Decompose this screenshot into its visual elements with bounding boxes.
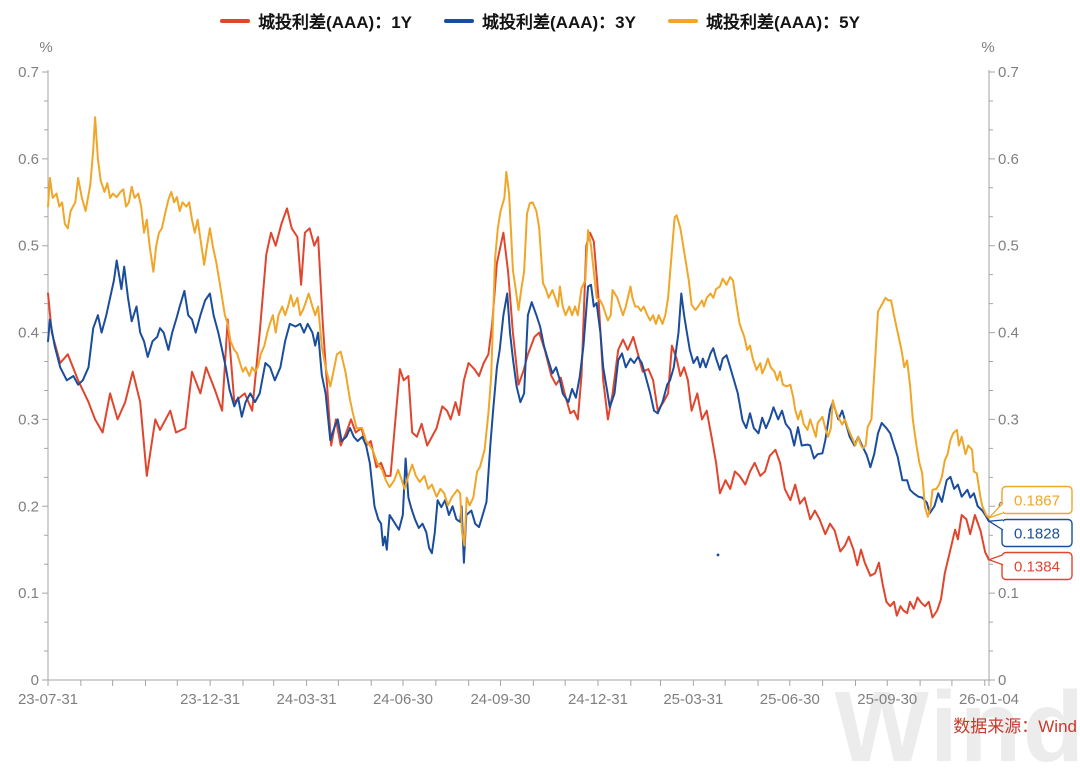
legend-dash-icon xyxy=(220,18,251,23)
legend-dash-icon xyxy=(667,18,698,23)
line-chart-canvas: 000.10.10.20.20.30.30.40.40.50.50.60.60.… xyxy=(18,39,1073,708)
end-value-text: 0.1828 xyxy=(1014,526,1060,543)
y-axis-label-left: 0.1 xyxy=(18,585,39,602)
y-axis-label-left: 0.5 xyxy=(18,238,39,255)
end-value-box-3y xyxy=(1001,518,1073,548)
data-source-note: 数据来源：Wind xyxy=(953,717,1077,736)
y-axis-label-right: 0 xyxy=(998,672,1006,689)
end-value-box-1y xyxy=(1001,551,1073,581)
axis-frame xyxy=(47,70,990,681)
y-axis-label-right: 0.6 xyxy=(998,151,1019,168)
y-axis-label-left: 0 xyxy=(31,672,39,689)
series-line-1y xyxy=(47,207,990,619)
y-axis-label-left: 0.3 xyxy=(18,411,39,428)
x-axis-label: 24-06-30 xyxy=(373,691,433,708)
y-axis-label-right: 0.4 xyxy=(998,325,1019,342)
x-axis-label: 23-07-31 xyxy=(18,691,78,708)
y-axis-label-right: 0.7 xyxy=(998,64,1019,81)
x-axis-label: 23-12-31 xyxy=(180,691,240,708)
x-axis-label: 24-03-31 xyxy=(277,691,337,708)
y-axis-label-left: 0.7 xyxy=(18,64,39,81)
legend: 城投利差(AAA)：1Y 城投利差(AAA)：3Y 城投利差(AAA)：5Y xyxy=(0,8,1080,33)
end-value-box-5y xyxy=(1001,485,1073,515)
y-unit-right: % xyxy=(981,39,994,56)
end-value-pointer xyxy=(988,502,1004,519)
y-axis-label-right: 0.1 xyxy=(998,585,1019,602)
y-axis-label-left: 0.2 xyxy=(18,498,39,515)
x-axis-label: 26-01-04 xyxy=(959,691,1019,708)
end-value-text: 0.1867 xyxy=(1014,493,1060,510)
y-axis-label-right: 0.5 xyxy=(998,238,1019,255)
legend-label: 城投利差(AAA)：1Y xyxy=(258,13,413,32)
y-axis-label-right: 0.3 xyxy=(998,411,1019,428)
x-axis-label: 25-03-31 xyxy=(663,691,723,708)
x-axis-label: 24-09-30 xyxy=(470,691,530,708)
legend-label: 城投利差(AAA)：3Y xyxy=(482,13,636,32)
legend-item-5y[interactable]: 城投利差(AAA)：5Y xyxy=(667,8,860,33)
stray-mark xyxy=(716,553,720,557)
y-unit-left: % xyxy=(39,39,52,56)
series-line-5y xyxy=(47,116,990,547)
y-axis-label-left: 0.6 xyxy=(18,151,39,168)
x-axis-label: 25-06-30 xyxy=(760,691,820,708)
legend-label: 城投利差(AAA)：5Y xyxy=(705,13,860,32)
legend-item-1y[interactable]: 城投利差(AAA)：1Y xyxy=(220,8,412,33)
end-value-pointer xyxy=(987,554,1004,566)
legend-item-3y[interactable]: 城投利差(AAA)：3Y xyxy=(444,8,636,33)
legend-dash-icon xyxy=(444,18,475,23)
y-axis-label-left: 0.4 xyxy=(18,325,39,342)
x-axis-label: 24-12-31 xyxy=(568,691,628,708)
end-value-text: 0.1384 xyxy=(1014,559,1060,576)
x-axis-label: 25-09-30 xyxy=(857,691,917,708)
end-value-pointer xyxy=(987,519,1004,531)
